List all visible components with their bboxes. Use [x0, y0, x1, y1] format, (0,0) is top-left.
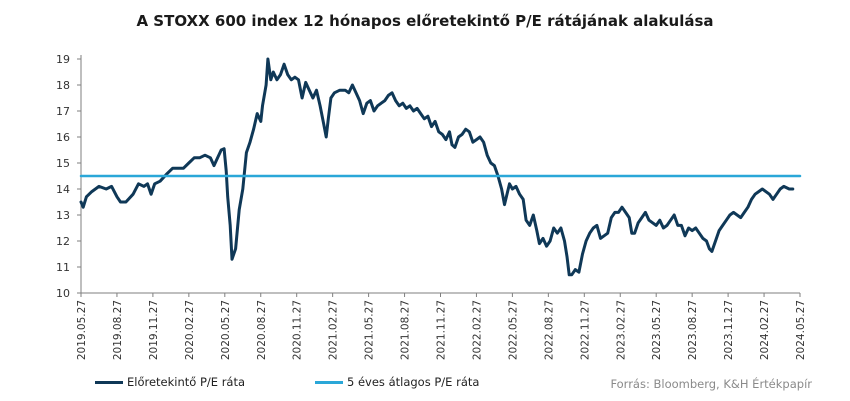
x-tick-label: 2024.05.27 — [795, 300, 807, 360]
x-tick-label: 2023.08.27 — [687, 300, 699, 360]
x-tick-label: 2024.02.27 — [759, 300, 771, 360]
y-tick-label: 14 — [56, 183, 70, 196]
series-line-pe — [79, 57, 795, 277]
y-tick-label: 13 — [56, 209, 70, 222]
x-tick-label: 2023.02.27 — [615, 300, 627, 360]
y-tick-label: 11 — [56, 261, 70, 274]
legend-swatch-avg — [315, 380, 343, 384]
y-tick-label: 18 — [56, 79, 70, 92]
legend-item-avg: 5 éves átlagos P/E ráta — [315, 375, 479, 389]
legend-item-pe: Előretekintő P/E ráta — [95, 375, 245, 389]
y-tick-label: 16 — [56, 131, 70, 144]
y-tick-label: 12 — [56, 235, 70, 248]
y-tick-label: 15 — [56, 157, 70, 170]
x-tick-label: 2022.05.27 — [507, 300, 519, 360]
legend-swatch-pe — [95, 380, 123, 384]
x-tick-label: 2020.11.27 — [292, 300, 304, 360]
legend-label-pe: Előretekintő P/E ráta — [127, 375, 246, 389]
x-tick-label: 2019.08.27 — [112, 300, 124, 360]
chart-title: A STOXX 600 index 12 hónapos előretekint… — [136, 12, 714, 30]
y-tick-label: 19 — [56, 53, 70, 66]
x-tick-label: 2020.02.27 — [184, 300, 196, 360]
source-note: Forrás: Bloomberg, K&H Értékpapír — [610, 377, 812, 391]
y-tick-label: 17 — [56, 105, 70, 118]
x-tick-label: 2021.02.27 — [328, 300, 340, 360]
legend-label-avg: 5 éves átlagos P/E ráta — [347, 375, 480, 389]
x-tick-label: 2020.08.27 — [256, 300, 268, 360]
y-tick-label: 10 — [56, 287, 70, 300]
x-tick-label: 2023.05.27 — [651, 300, 663, 360]
x-tick-label: 2019.11.27 — [148, 300, 160, 360]
x-tick-label: 2021.05.27 — [364, 300, 376, 360]
x-tick-label: 2022.02.27 — [471, 300, 483, 360]
x-tick-label: 2022.11.27 — [579, 300, 591, 360]
x-tick-label: 2019.05.27 — [76, 300, 88, 360]
x-tick-label: 2021.08.27 — [400, 300, 412, 360]
x-tick-label: 2021.11.27 — [436, 300, 448, 360]
axes: 10 11 12 13 14 15 16 17 18 19 2019.05.27 2019.08.27… — [56, 53, 807, 360]
x-tick-label: 2020.05.27 — [220, 300, 232, 360]
series-layer — [79, 57, 802, 277]
x-tick-label: 2022.08.27 — [543, 300, 555, 360]
x-tick-label: 2023.11.27 — [723, 300, 735, 360]
